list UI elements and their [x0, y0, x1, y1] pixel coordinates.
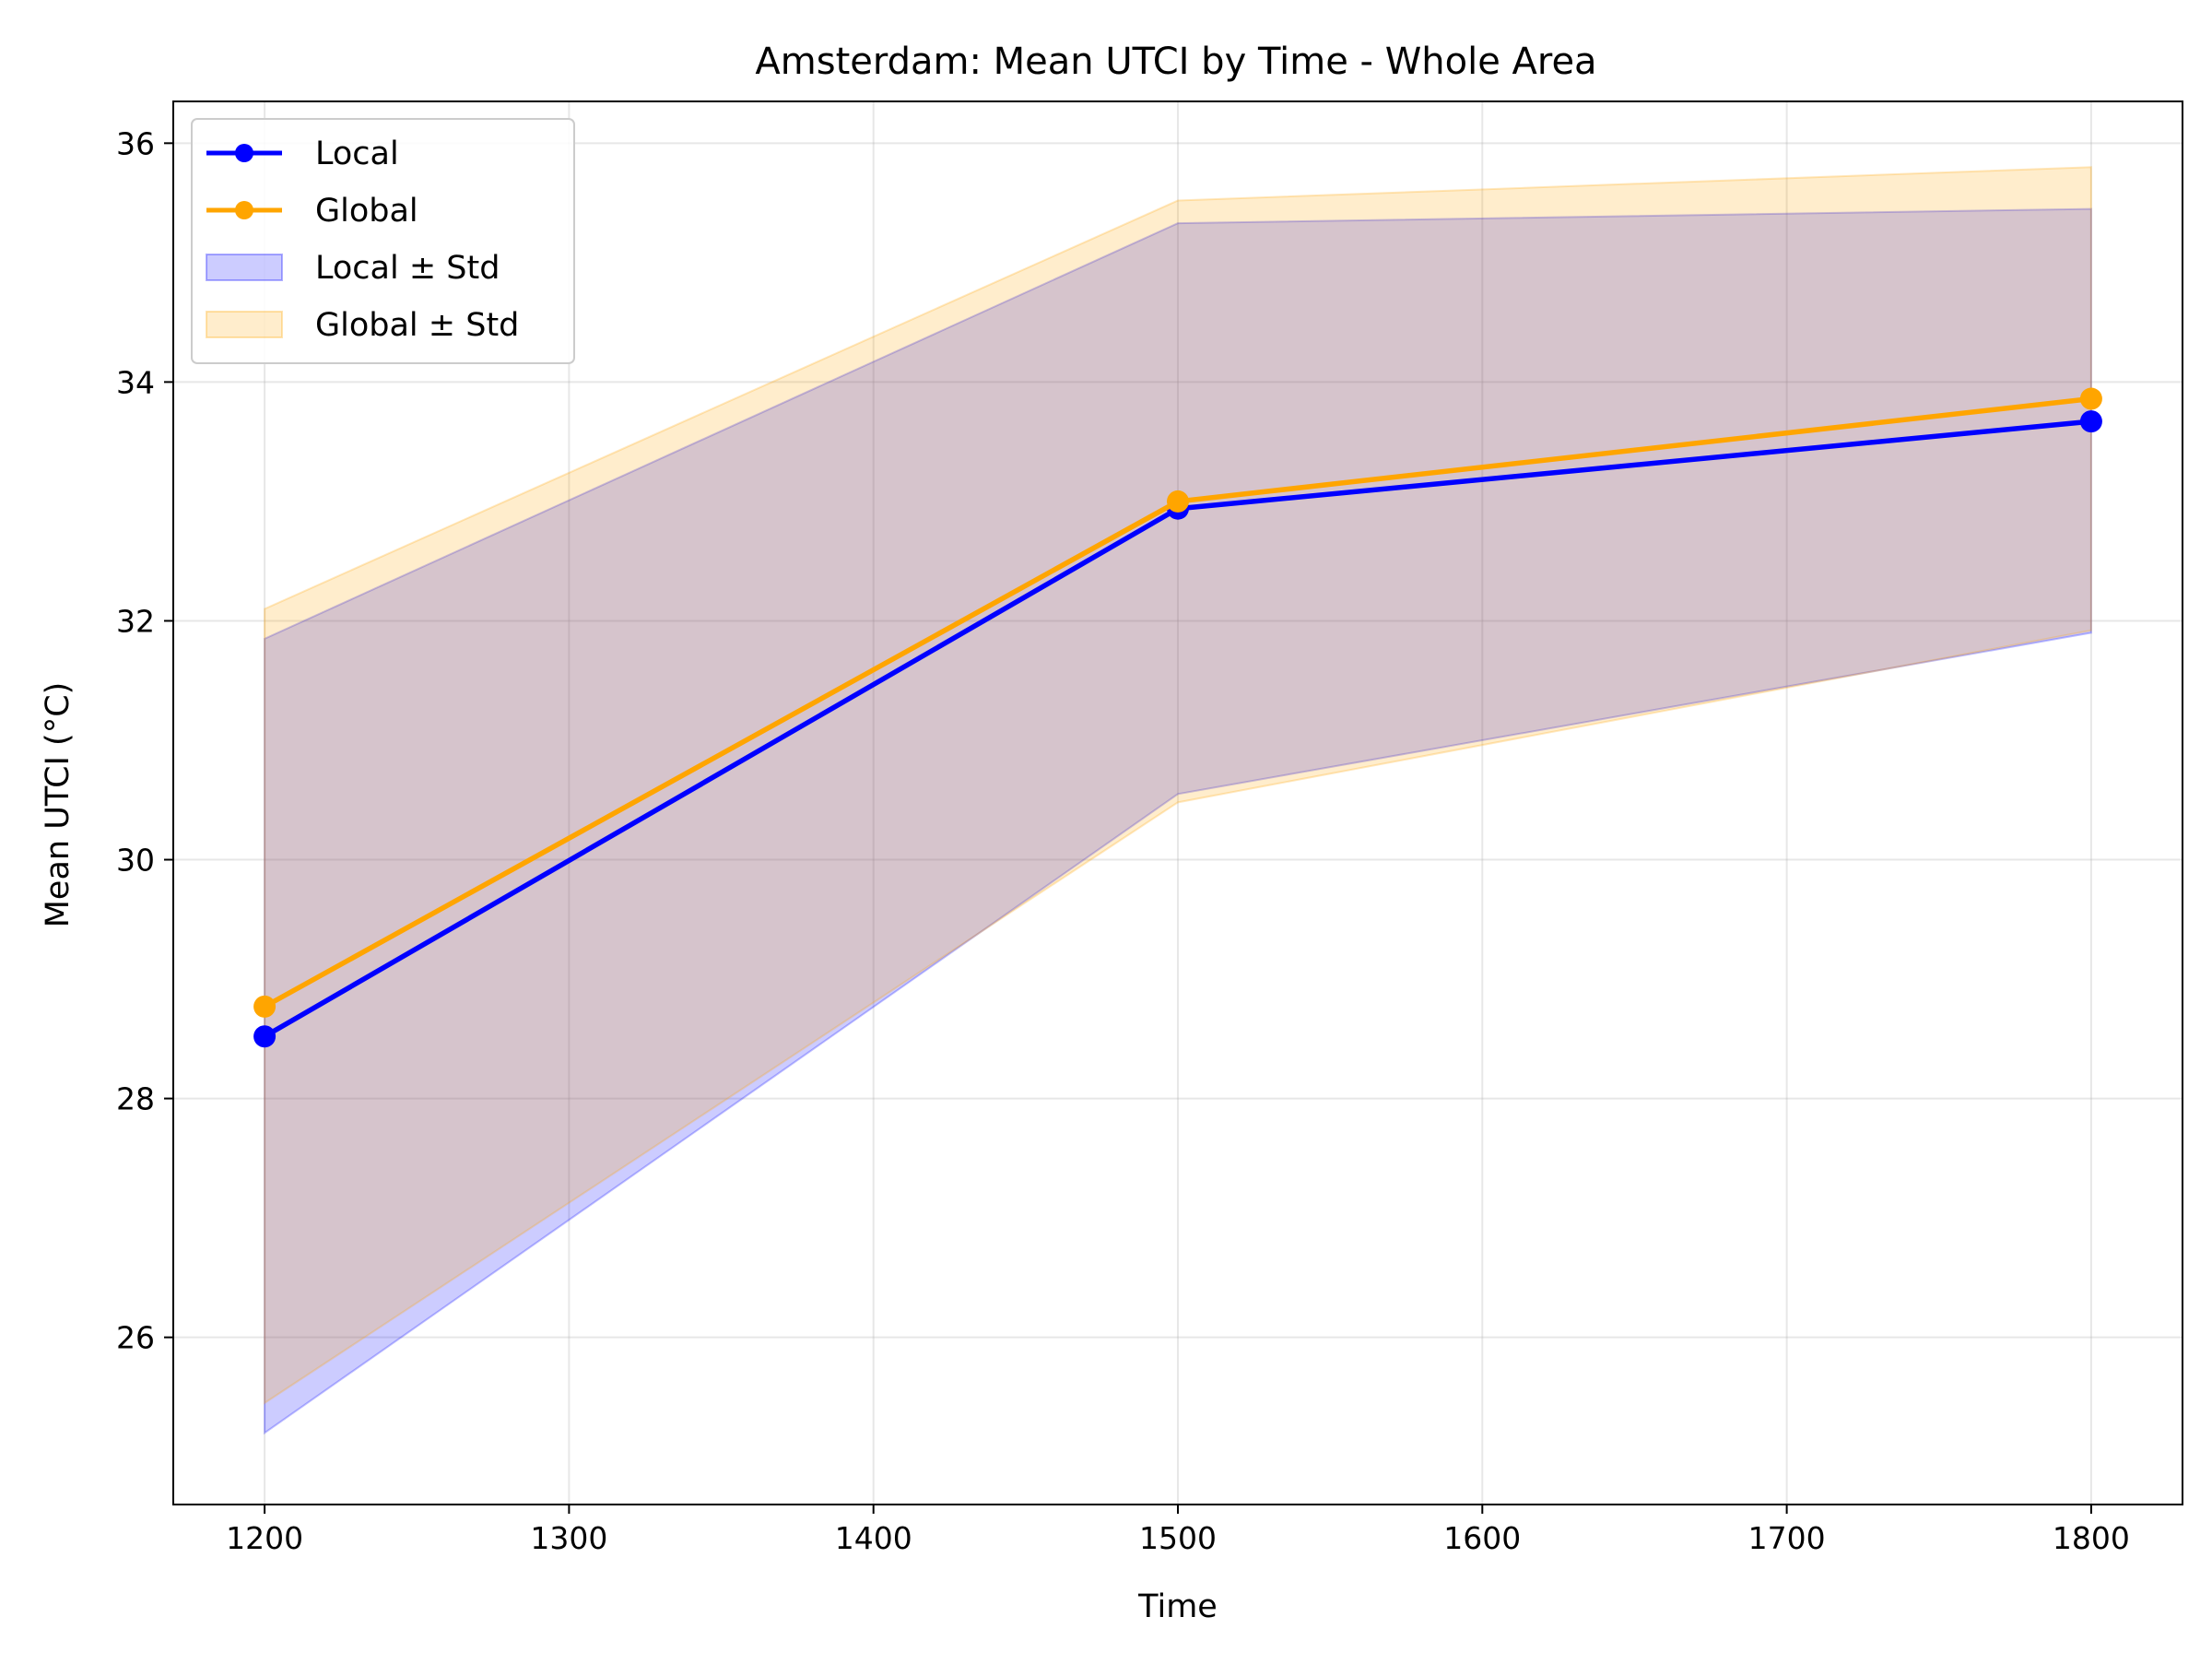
y-tick-label: 36	[116, 125, 155, 161]
legend-local-label: Local	[315, 136, 399, 172]
y-tick-label: 30	[116, 843, 155, 879]
series-lines	[253, 387, 2102, 1048]
x-tick-label: 1200	[226, 1520, 303, 1556]
legend: Local Global Local ± Std Global ± Std	[191, 118, 575, 364]
x-tick-label: 1400	[835, 1520, 912, 1556]
y-axis-label: Mean UTCI (°C)	[40, 682, 76, 928]
x-tick-label: 1800	[2053, 1520, 2130, 1556]
legend-frame	[191, 118, 575, 364]
y-tick-label: 26	[116, 1320, 155, 1356]
legend-local-marker-swatch	[235, 144, 253, 162]
data-point-global	[2079, 387, 2102, 410]
data-point-local	[2079, 410, 2102, 433]
legend-global-band-label: Global ± Std	[315, 307, 519, 344]
data-point-local	[253, 1025, 276, 1048]
data-point-global	[253, 995, 276, 1018]
legend-global-label: Global	[315, 193, 418, 230]
x-tick-label: 1700	[1748, 1520, 1826, 1556]
x-tick-label: 1300	[530, 1520, 607, 1556]
data-point-global	[1167, 490, 1189, 513]
grid-lines	[173, 101, 2183, 1505]
y-tick-label: 28	[116, 1081, 155, 1117]
x-tick-label: 1600	[1443, 1520, 1521, 1556]
std-band-global	[264, 166, 2092, 1405]
legend-global-marker-swatch	[235, 201, 253, 219]
legend-global-band-swatch	[206, 311, 283, 338]
legend-local-band-swatch	[206, 254, 283, 281]
axis-ticks: 1200 1300 1400 1500 1600 1700 1800 26 28 30 32 34 36	[116, 125, 2130, 1556]
y-tick-label: 32	[116, 603, 155, 639]
std-band-local	[264, 207, 2092, 1435]
y-tick-label: 34	[116, 364, 155, 400]
x-tick-label: 1500	[1139, 1520, 1217, 1556]
legend-local-band-label: Local ± Std	[315, 250, 500, 287]
x-axis-label: Time	[1137, 1588, 1218, 1625]
std-bands	[264, 166, 2092, 1435]
chart-title: Amsterdam: Mean UTCI by Time - Whole Are…	[755, 41, 1596, 83]
